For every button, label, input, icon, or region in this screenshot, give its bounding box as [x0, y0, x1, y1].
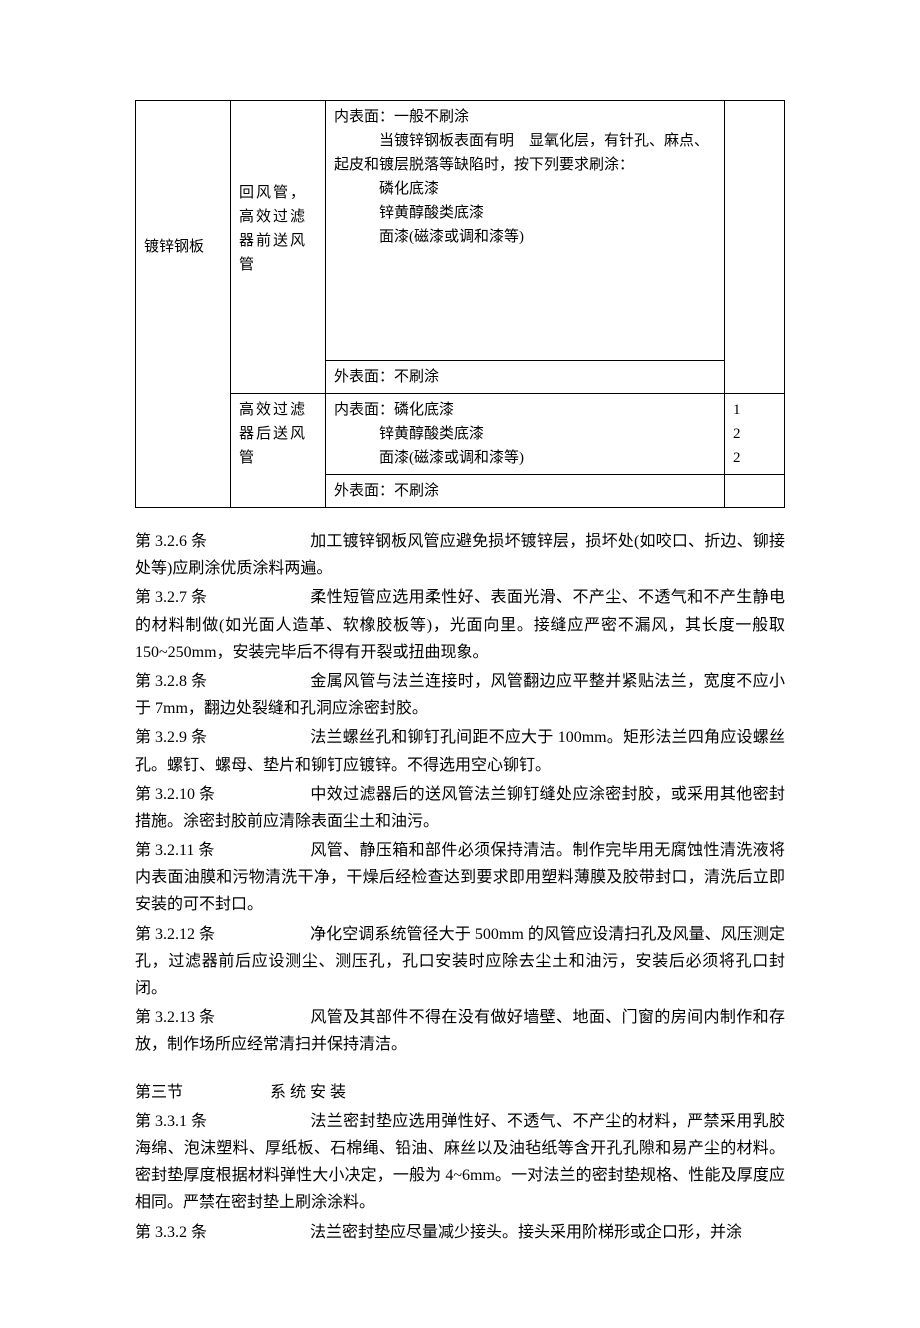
clause-item: 第 3.2.11 条风管、静压箱和部件必须保持清洁。制作完毕用无腐蚀性清洗液将内…	[135, 837, 785, 919]
cell-outer-2: 外表面：不刷涂	[326, 475, 725, 508]
clause-num: 第 3.2.8 条	[135, 668, 310, 695]
coating-table: 镀锌钢板 回风管，高效过滤器前送风管 内表面：一般不刷涂 当镀锌钢板表面有明 显…	[135, 100, 785, 508]
cell-material-blank	[136, 394, 231, 508]
cell-location-1: 回风管，高效过滤器前送风管	[231, 101, 326, 394]
clause-item: 第 3.2.13 条风管及其部件不得在没有做好墙壁、地面、门窗的房间内制作和存放…	[135, 1004, 785, 1058]
clause-list-3: 第 3.3.1 条法兰密封垫应选用弹性好、不透气、不产尘的材料，严禁采用乳胶海绵…	[135, 1108, 785, 1246]
section-title: 第三节系 统 安 装	[135, 1079, 785, 1106]
clause-num: 第 3.2.11 条	[135, 837, 310, 864]
clause-item: 第 3.2.9 条法兰螺丝孔和铆钉孔间距不应大于 100mm。矩形法兰四角应设螺…	[135, 724, 785, 778]
cell-inner-1: 内表面：一般不刷涂 当镀锌钢板表面有明 显氧化层，有针孔、麻点、起皮和镀层脱落等…	[326, 101, 725, 361]
cell-outer-1: 外表面：不刷涂	[326, 361, 725, 394]
cell-count-2: 1 2 2	[725, 394, 785, 475]
clause-item: 第 3.2.6 条加工镀锌钢板风管应避免损坏镀锌层，损坏处(如咬口、折边、铆接处…	[135, 528, 785, 582]
clause-item: 第 3.2.10 条中效过滤器后的送风管法兰铆钉缝处应涂密封胶，或采用其他密封措…	[135, 781, 785, 835]
clause-item: 第 3.3.1 条法兰密封垫应选用弹性好、不透气、不产尘的材料，严禁采用乳胶海绵…	[135, 1108, 785, 1217]
section-num: 第三节	[135, 1079, 270, 1106]
clause-num: 第 3.2.10 条	[135, 781, 310, 808]
clause-item: 第 3.2.7 条柔性短管应选用柔性好、表面光滑、不产尘、不透气和不产生静电的材…	[135, 584, 785, 666]
clause-num: 第 3.2.7 条	[135, 584, 310, 611]
clause-item: 第 3.2.8 条金属风管与法兰连接时，风管翻边应平整并紧贴法兰，宽度不应小于 …	[135, 668, 785, 722]
clause-num: 第 3.2.12 条	[135, 921, 310, 948]
clause-item: 第 3.3.2 条法兰密封垫应尽量减少接头。接头采用阶梯形或企口形，并涂	[135, 1219, 785, 1246]
cell-count-2b	[725, 475, 785, 508]
clause-num: 第 3.3.1 条	[135, 1108, 310, 1135]
clause-list: 第 3.2.6 条加工镀锌钢板风管应避免损坏镀锌层，损坏处(如咬口、折边、铆接处…	[135, 528, 785, 1059]
clause-num: 第 3.2.13 条	[135, 1004, 310, 1031]
section-name: 系 统 安 装	[270, 1084, 346, 1101]
cell-inner-2: 内表面：磷化底漆 锌黄醇酸类底漆 面漆(磁漆或调和漆等)	[326, 394, 725, 475]
cell-location-2: 高效过滤器后送风管	[231, 394, 326, 508]
clause-num: 第 3.3.2 条	[135, 1219, 310, 1246]
cell-material: 镀锌钢板	[136, 101, 231, 394]
clause-num: 第 3.2.9 条	[135, 724, 310, 751]
clause-text: 法兰密封垫应尽量减少接头。接头采用阶梯形或企口形，并涂	[310, 1224, 742, 1241]
clause-num: 第 3.2.6 条	[135, 528, 310, 555]
clause-item: 第 3.2.12 条净化空调系统管径大于 500mm 的风管应设清扫孔及风量、风…	[135, 921, 785, 1003]
cell-count-1	[725, 101, 785, 394]
